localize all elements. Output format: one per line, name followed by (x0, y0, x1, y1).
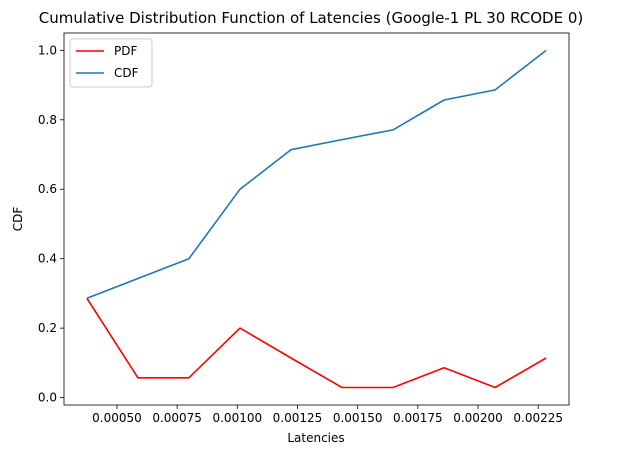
legend-box (69, 38, 153, 88)
x-tick-label: 0.00075 (152, 411, 202, 425)
series-cdf-line (86, 49, 547, 300)
x-tick-label: 0.00150 (333, 411, 383, 425)
plot-area (63, 32, 570, 406)
y-axis: 0.0 0.2 0.4 0.6 0.8 1.0 (38, 43, 64, 405)
y-tick-label: 0.2 (38, 321, 57, 335)
y-axis-label: CDF (11, 207, 25, 232)
y-tick-label: 0.0 (38, 391, 57, 405)
x-axis: 0.00050 0.00075 0.00100 0.00125 0.00150 0.001… (92, 405, 563, 425)
y-tick-label: 1.0 (38, 43, 57, 57)
y-tick-label: 0.6 (38, 182, 57, 196)
x-tick-label: 0.00125 (273, 411, 323, 425)
plot-frame (63, 32, 570, 406)
chart-title: Cumulative Distribution Function of Late… (39, 9, 584, 27)
x-tick-label: 0.00050 (92, 411, 142, 425)
series-pdf-line (86, 297, 547, 389)
series-lines (86, 49, 547, 389)
x-tick-label: 0.00225 (513, 411, 563, 425)
y-tick-label: 0.8 (38, 113, 57, 127)
legend-label-pdf: PDF (114, 44, 137, 58)
x-tick-label: 0.00100 (212, 411, 262, 425)
y-tick-label: 0.4 (38, 252, 57, 266)
x-axis-label: Latencies (287, 431, 344, 445)
legend-label-cdf: CDF (114, 66, 139, 80)
x-tick-label: 0.00175 (393, 411, 443, 425)
x-tick-label: 0.00200 (453, 411, 503, 425)
legend: PDF CDF (69, 38, 153, 88)
